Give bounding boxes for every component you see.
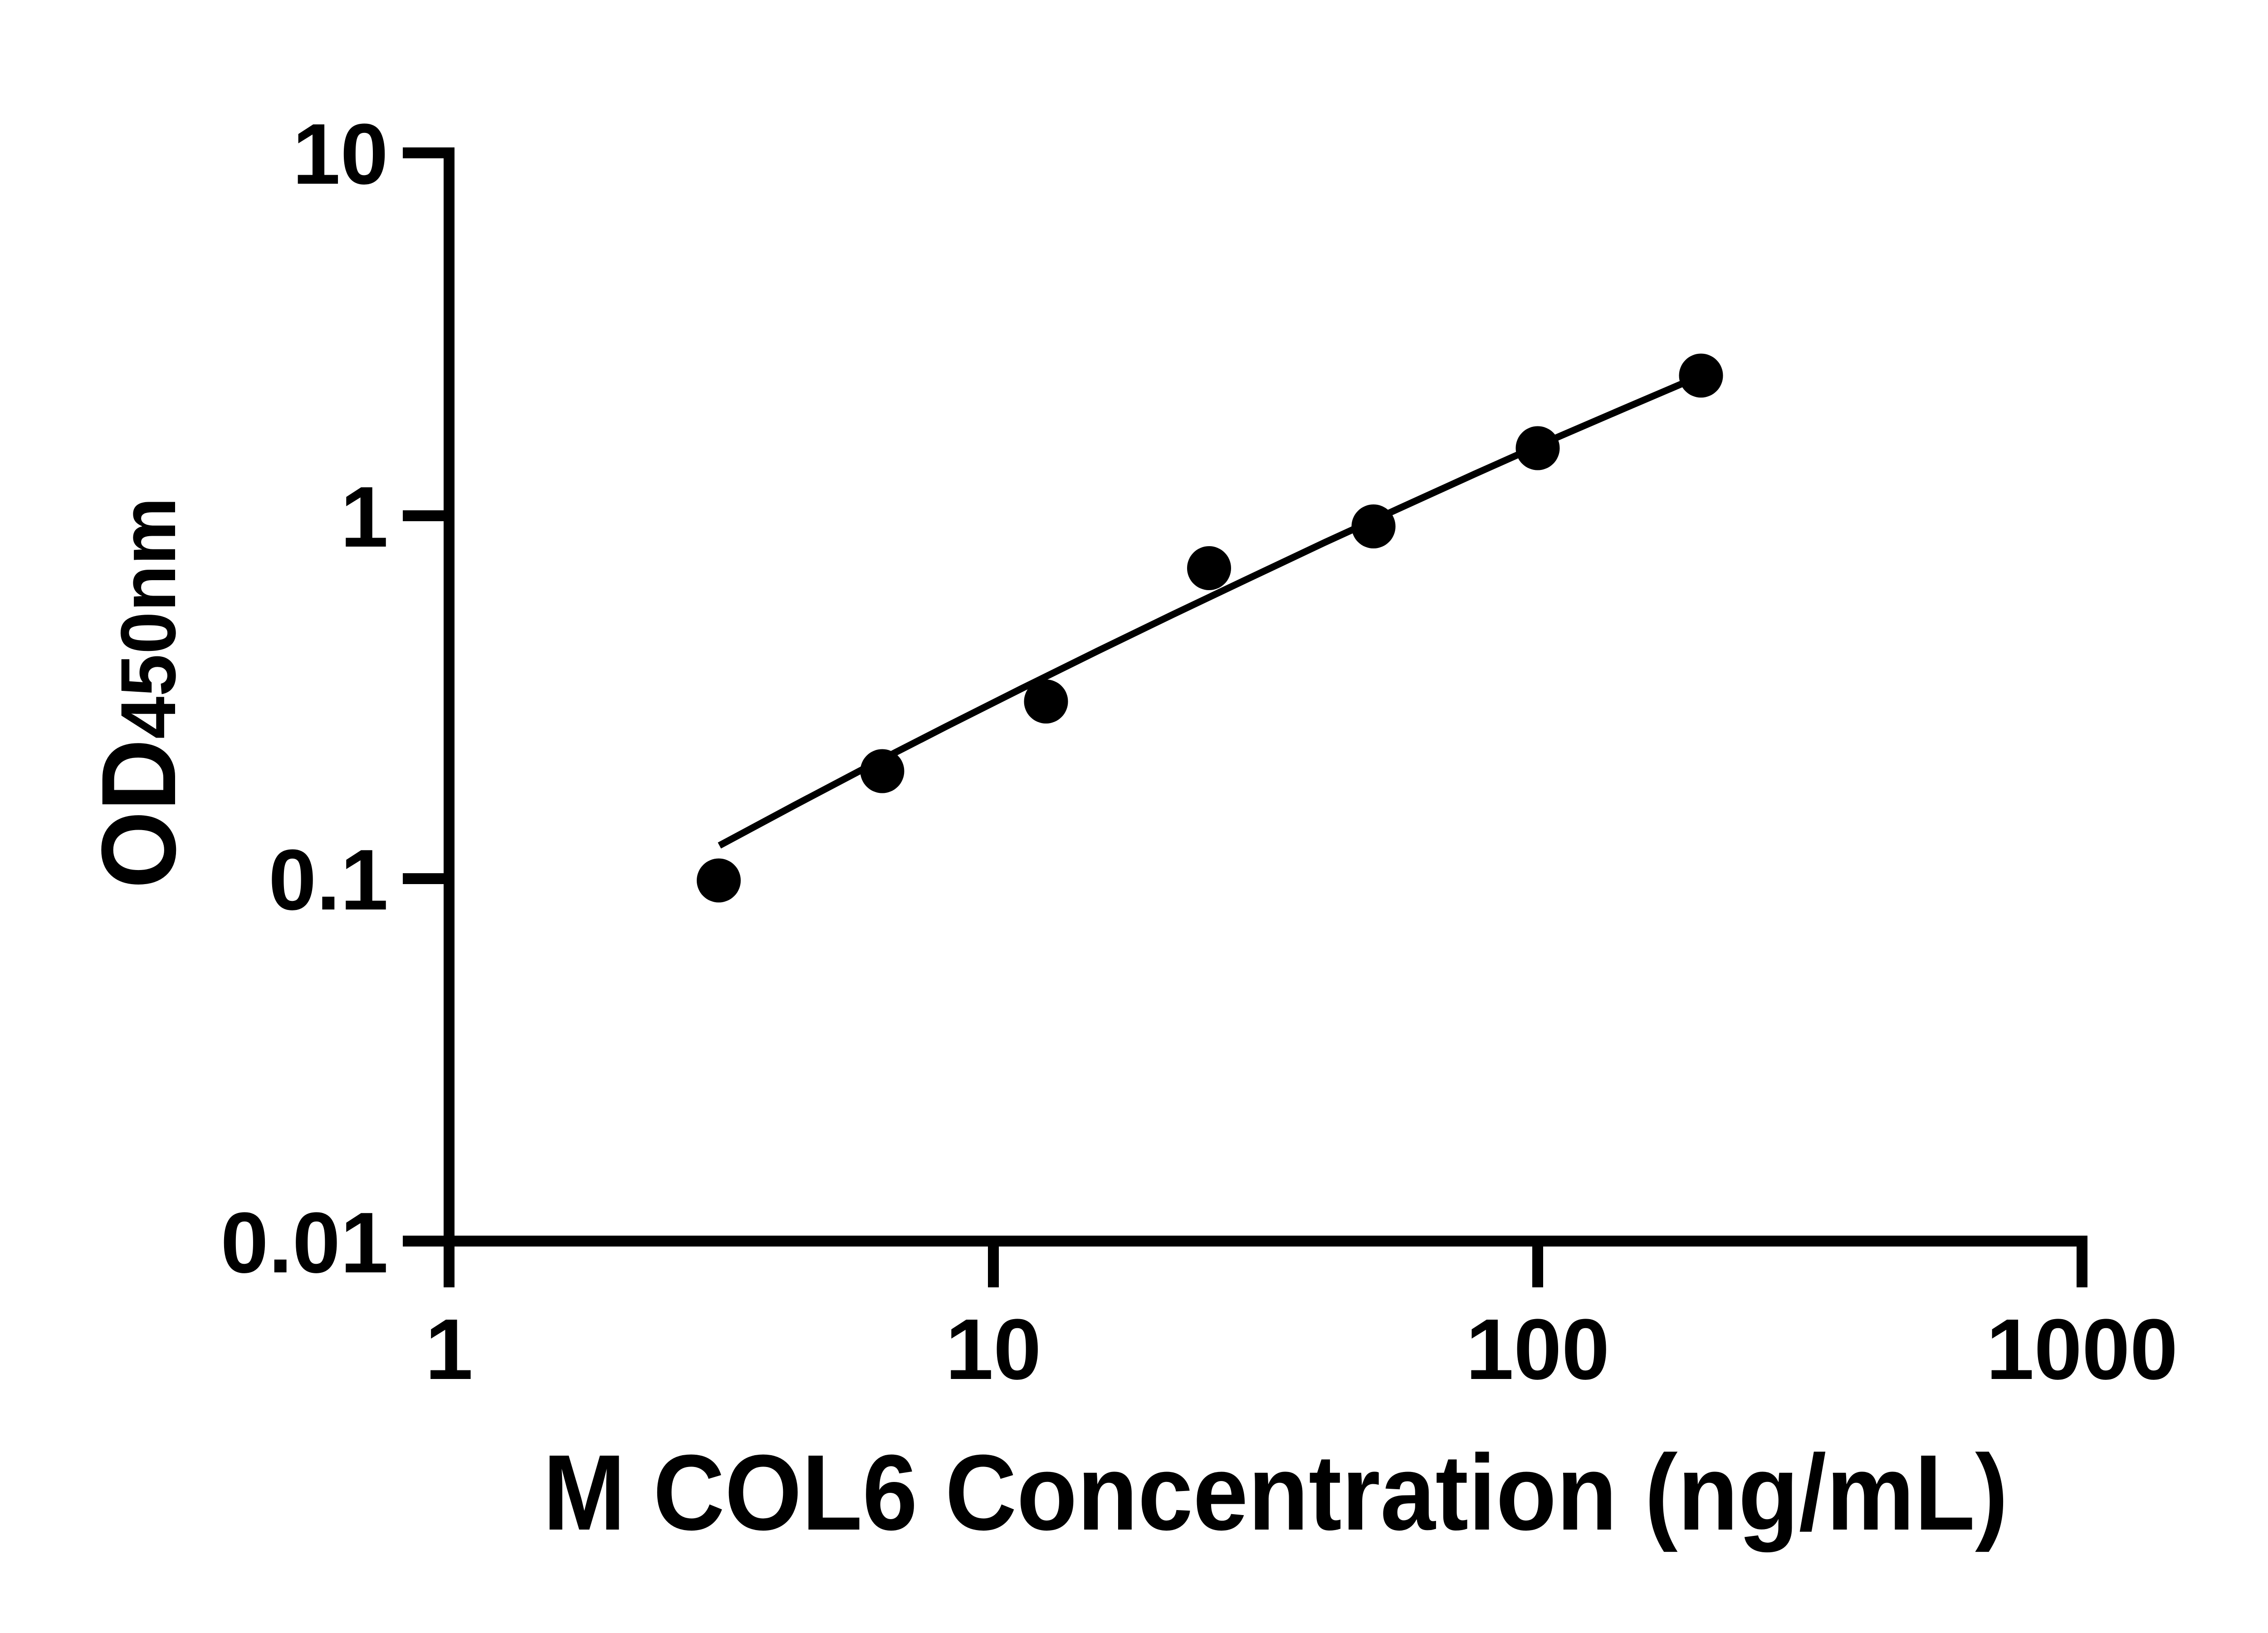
svg-text:0.1: 0.1 — [269, 832, 388, 928]
svg-text:10: 10 — [293, 106, 388, 202]
svg-text:1000: 1000 — [1986, 1301, 2178, 1398]
svg-text:1: 1 — [340, 469, 388, 565]
svg-text:100: 100 — [1466, 1301, 1609, 1398]
svg-text:0.01: 0.01 — [220, 1195, 388, 1291]
svg-text:OD450nm: OD450nm — [80, 497, 198, 889]
svg-text:1: 1 — [425, 1301, 473, 1398]
svg-text:10: 10 — [945, 1301, 1041, 1398]
svg-text:M COL6 Concentration (ng/mL): M COL6 Concentration (ng/mL) — [543, 1433, 2008, 1553]
